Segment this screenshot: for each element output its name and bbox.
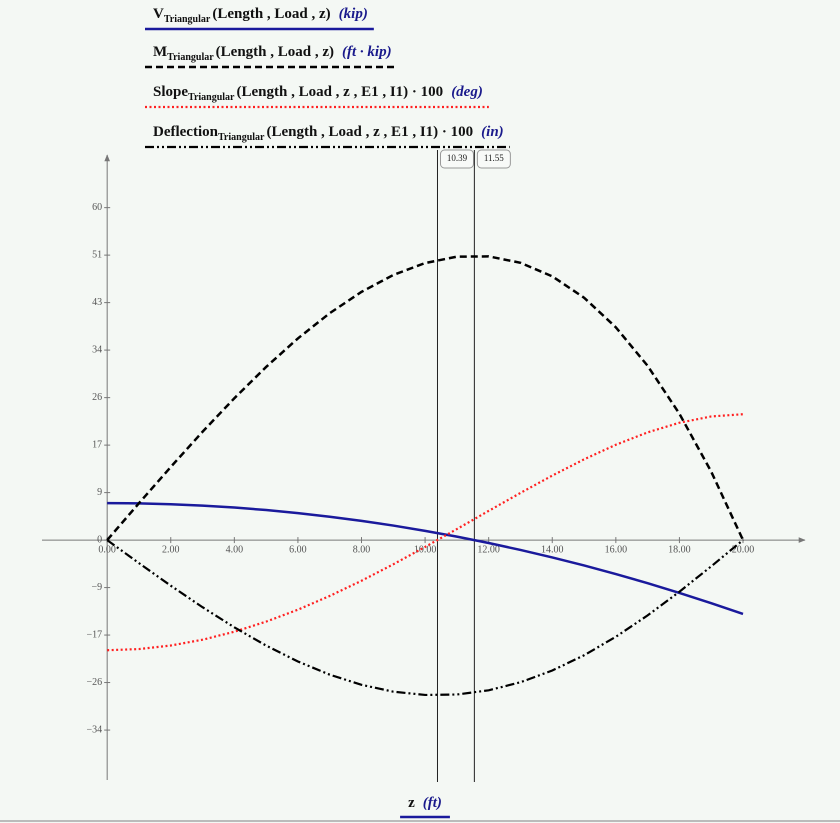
marker-label-box (476, 149, 511, 169)
legend-unit: (ft · kip) (342, 44, 392, 60)
y-tick-label: −26 (87, 677, 103, 688)
x-tick-label: 2.00 (162, 544, 180, 555)
y-tick-label: −17 (87, 629, 103, 640)
y-tick-label: 34 (92, 344, 102, 355)
marker-label: 11.55 (484, 153, 504, 163)
y-tick-label: 26 (92, 392, 102, 403)
legend-subscript: Triangular (167, 52, 214, 63)
legend-entry: MTriangular (Length , Load , z) (ft · kip) (153, 44, 392, 63)
legend-entry: VTriangular (Length , Load , z) (kip) (153, 6, 368, 25)
y-tick-label: 9 (97, 487, 102, 498)
legend-subscript: Triangular (164, 14, 211, 25)
legend-name: Deflection (153, 124, 219, 140)
x-tick-label: 20.00 (732, 544, 755, 555)
x-label-unit: (ft) (423, 795, 442, 811)
x-tick-label: 14.00 (541, 544, 564, 555)
legend-name: V (153, 6, 164, 22)
x-tick-label: 12.00 (477, 544, 500, 555)
legend-args: (Length , Load , z) (216, 44, 334, 60)
y-tick-label: 51 (92, 249, 102, 260)
x-tick-label: 0.00 (98, 544, 116, 555)
legend-unit: (kip) (339, 6, 368, 22)
series-line (106, 255, 745, 541)
x-label-name: z (408, 795, 415, 811)
legend-unit: (deg) (451, 84, 483, 100)
x-tick-label: 10.00 (414, 544, 437, 555)
legend-args: (Length , Load , z , E1 , I1) · 100 (266, 124, 473, 140)
series-line (107, 501, 744, 616)
series-line (107, 413, 744, 652)
legend-unit: (in) (481, 124, 504, 140)
legend-entry: SlopeTriangular (Length , Load , z , E1 ,… (153, 84, 483, 103)
legend-entry: DeflectionTriangular (Length , Load , z ,… (153, 124, 504, 143)
x-tick-label: 6.00 (289, 544, 307, 555)
legend-subscript: Triangular (188, 92, 235, 103)
y-tick-label: 60 (92, 202, 102, 213)
x-tick-label: 16.00 (605, 544, 628, 555)
y-tick-label: −34 (87, 724, 103, 735)
series-line (106, 539, 744, 697)
x-axis-label: z (ft) (408, 795, 442, 811)
x-tick-label: 8.00 (353, 544, 371, 555)
x-tick-label: 18.00 (668, 544, 691, 555)
y-tick-label: −9 (92, 582, 103, 593)
y-tick-label: 0 (97, 534, 102, 545)
legend-name: M (153, 44, 167, 60)
legend-args: (Length , Load , z , E1 , I1) · 100 (237, 84, 444, 100)
x-tick-label: 4.00 (226, 544, 244, 555)
legend-subscript: Triangular (218, 132, 265, 143)
y-tick-label: 43 (92, 297, 102, 308)
marker-label-box (439, 149, 474, 169)
marker-label: 10.39 (447, 153, 468, 163)
legend-name: Slope (153, 84, 188, 100)
y-tick-label: 17 (92, 439, 102, 450)
legend-args: (Length , Load , z) (212, 6, 330, 22)
